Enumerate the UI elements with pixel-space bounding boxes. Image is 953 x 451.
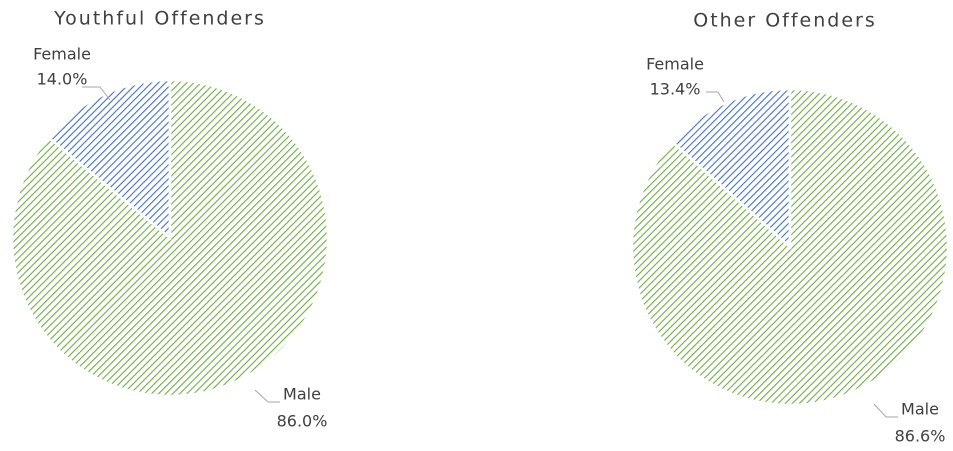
slice-category-label: Male	[283, 385, 321, 404]
leader-line	[82, 86, 111, 101]
slice-value-label: 13.4%	[650, 80, 701, 99]
chart-title: Youthful Offenders	[53, 8, 266, 30]
slice-category-label: Male	[901, 400, 939, 419]
slice-value-label: 86.6%	[895, 427, 946, 446]
leader-line	[873, 403, 898, 418]
leader-line	[706, 91, 725, 103]
slice-value-label: 86.0%	[277, 412, 328, 431]
slice-category-label: Female	[646, 55, 704, 74]
pie-slice	[10, 78, 330, 398]
pie-slice	[670, 87, 792, 250]
leader-line	[254, 389, 280, 403]
slice-category-label: Female	[33, 45, 91, 64]
pie-slice	[630, 87, 950, 407]
pie-slice	[46, 78, 172, 241]
chart-title: Other Offenders	[693, 10, 877, 32]
slice-value-label: 14.0%	[37, 70, 88, 89]
